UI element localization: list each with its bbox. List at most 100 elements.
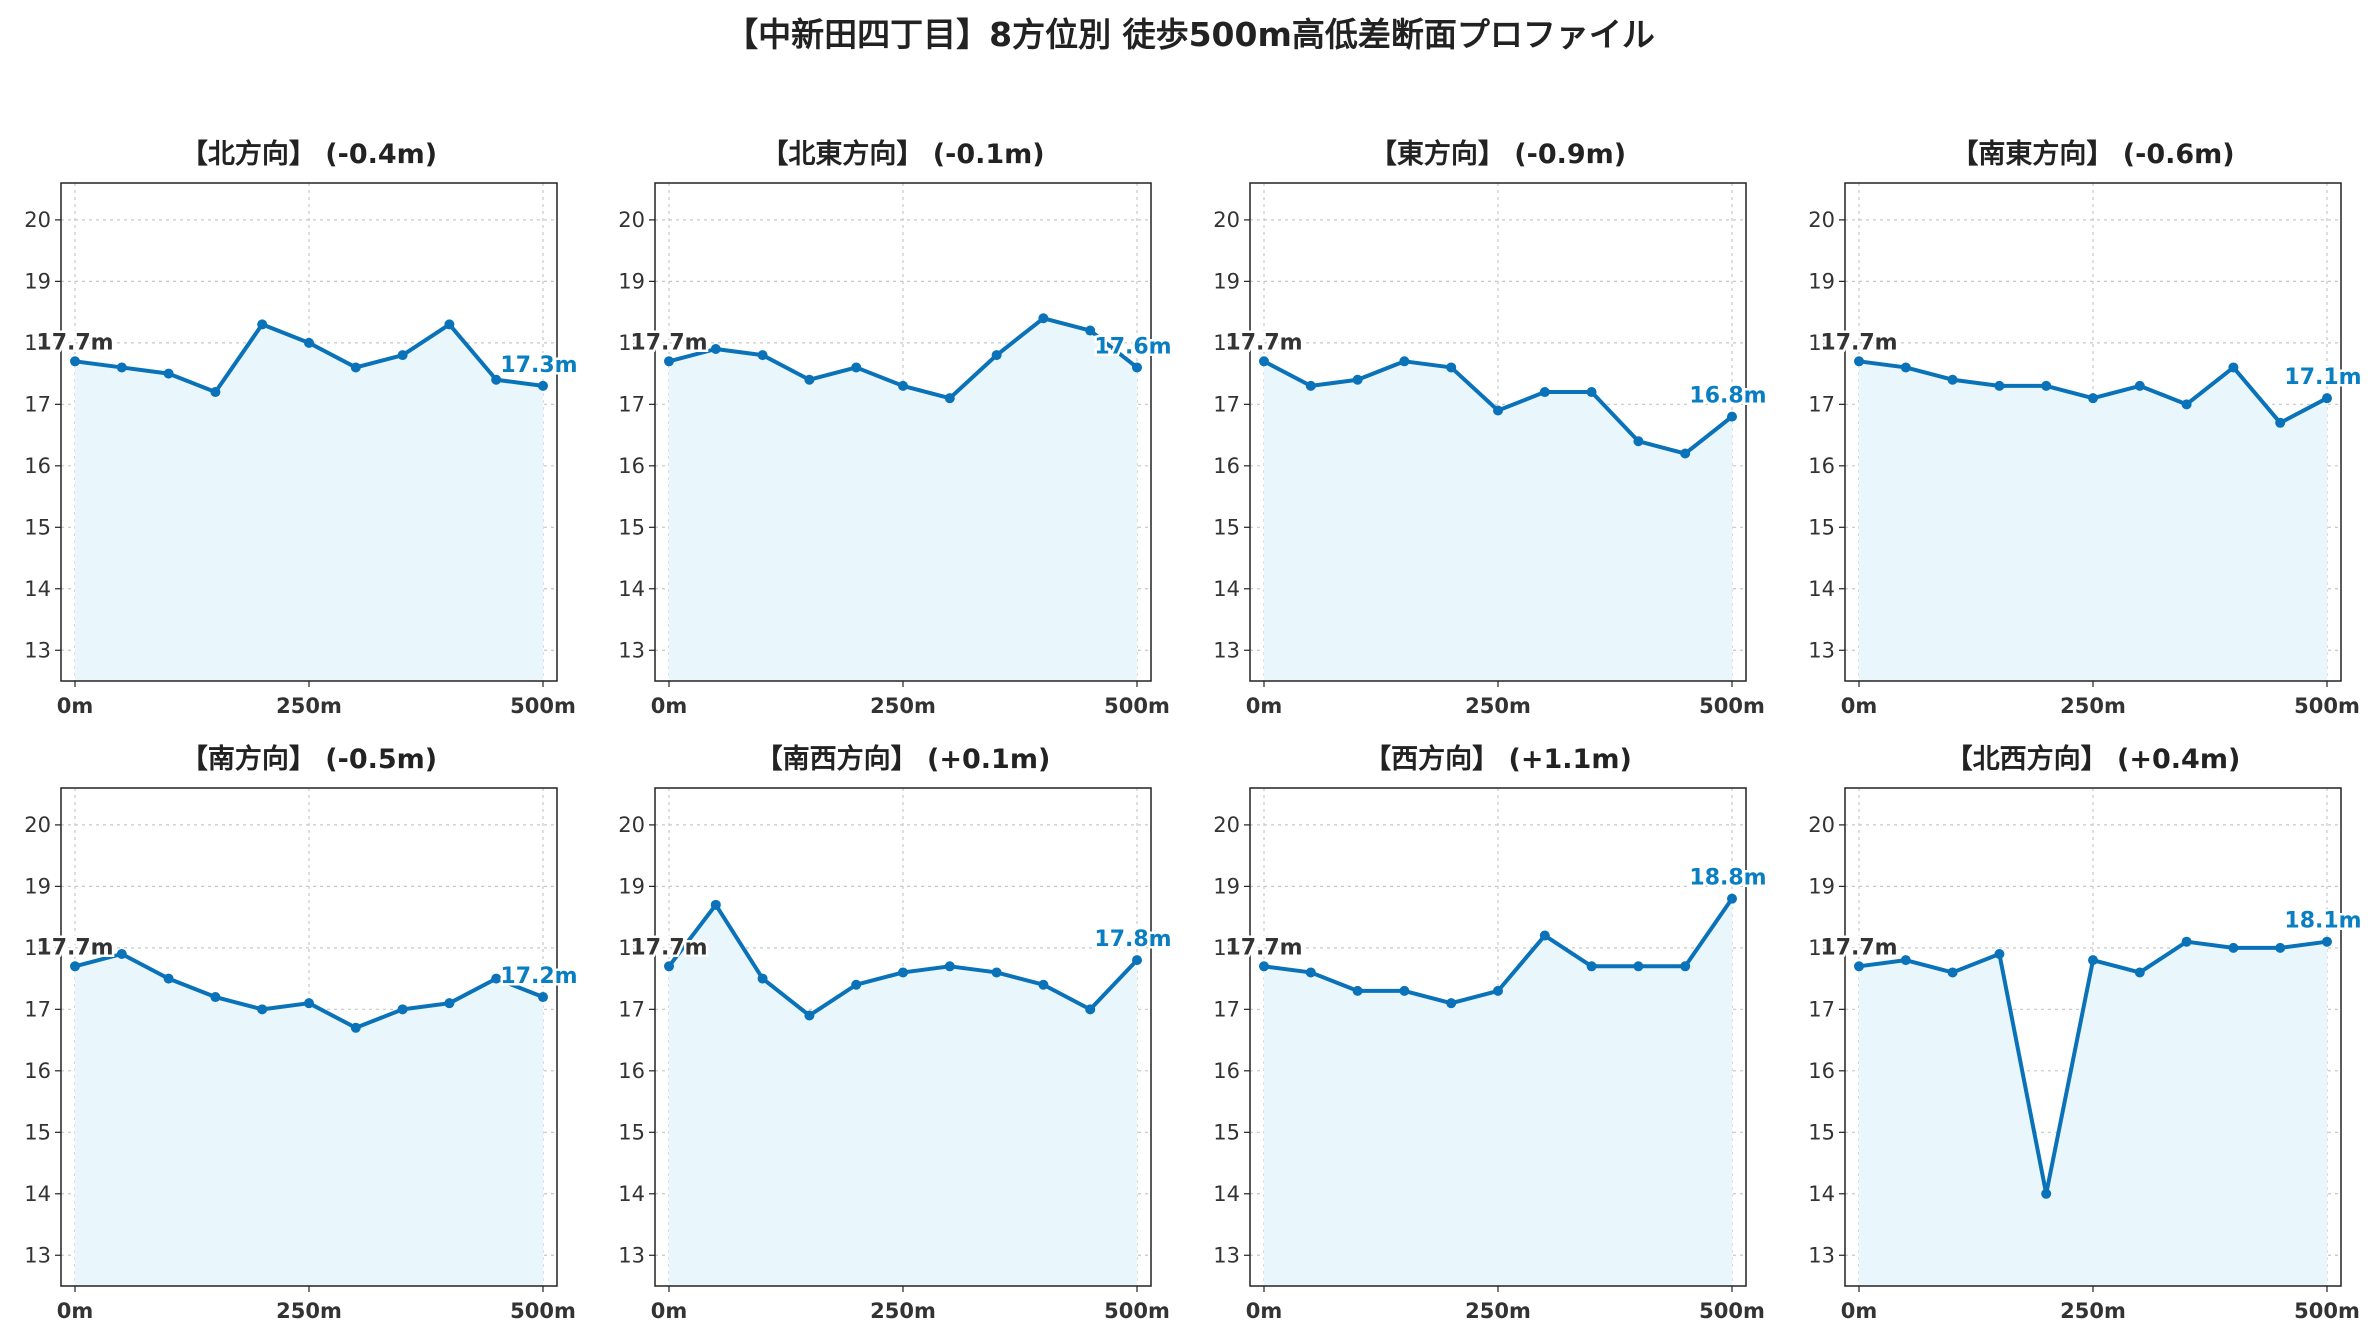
data-point (1352, 985, 1363, 996)
chart-panel-4: 【南東方向】 (-0.6m) 13 14 15 16 17 18 19 20 0m 250m 500m… (1808, 138, 2364, 718)
y-tick-label: 13 (1213, 1243, 1240, 1267)
data-point (898, 967, 908, 978)
data-point (1085, 325, 1096, 336)
data-point (1493, 405, 1503, 416)
x-tick-label: 250m (2060, 1299, 2126, 1323)
start-value-label: 17.7m (630, 935, 707, 960)
data-point (804, 374, 815, 385)
data-point (1947, 967, 1958, 978)
data-point (2228, 362, 2239, 373)
data-point (804, 1010, 815, 1021)
end-value-label: 18.8m (1689, 866, 1766, 891)
panel-title: 【南西方向】 (+0.1m) (756, 743, 1051, 775)
y-tick-label: 20 (24, 813, 51, 837)
data-point (2134, 380, 2145, 391)
y-tick-label: 17 (24, 392, 51, 416)
y-tick-label: 18 (1213, 331, 1240, 355)
data-point (1399, 356, 1410, 367)
x-tick-label: 0m (651, 1299, 688, 1323)
data-point (1727, 411, 1737, 422)
x-tick-label: 500m (1104, 694, 1170, 718)
data-point (1399, 985, 1410, 996)
y-tick-label: 19 (1213, 269, 1240, 293)
data-point (444, 319, 455, 330)
end-value-label: 18.1m (2284, 909, 2361, 934)
y-tick-label: 18 (618, 331, 645, 355)
y-tick-label: 13 (24, 638, 51, 662)
data-point (1680, 448, 1691, 459)
x-tick-label: 0m (57, 694, 94, 718)
data-point (257, 1004, 268, 1015)
data-point (2088, 393, 2098, 404)
area-fill (75, 324, 543, 681)
data-point (664, 356, 674, 367)
y-tick-label: 19 (1213, 874, 1240, 898)
y-tick-label: 17 (618, 997, 645, 1021)
data-point (710, 344, 721, 354)
y-tick-label: 13 (1808, 1243, 1835, 1267)
data-point (2275, 417, 2286, 428)
data-point (991, 967, 1002, 978)
data-point (1259, 356, 1269, 367)
y-tick-label: 15 (1808, 515, 1835, 539)
x-tick-label: 250m (870, 694, 936, 718)
y-tick-label: 17 (618, 392, 645, 416)
y-tick-label: 18 (24, 331, 51, 355)
x-tick-label: 250m (2060, 694, 2126, 718)
data-point (1305, 967, 1316, 978)
data-point (1854, 961, 1864, 972)
chart-panel-5: 【南方向】 (-0.5m) 13 14 15 16 17 18 19 20 0m 250m 500m 1… (24, 743, 580, 1323)
x-tick-label: 500m (510, 694, 576, 718)
y-tick-label: 16 (1808, 1059, 1835, 1083)
y-tick-label: 19 (618, 269, 645, 293)
data-point (1259, 961, 1269, 972)
start-value-label: 17.7m (1820, 935, 1897, 960)
start-value-label: 17.7m (36, 935, 113, 960)
data-point (2181, 936, 2192, 947)
y-tick-label: 14 (1808, 577, 1835, 601)
y-tick-label: 15 (1213, 1120, 1240, 1144)
y-tick-label: 17 (1808, 997, 1835, 1021)
data-point (1680, 961, 1691, 972)
y-tick-label: 14 (1808, 1182, 1835, 1206)
data-point (350, 1022, 361, 1033)
data-point (1633, 961, 1644, 972)
y-tick-label: 14 (1213, 1182, 1240, 1206)
data-point (1038, 979, 1049, 990)
y-tick-label: 15 (1213, 515, 1240, 539)
data-point (304, 998, 314, 1009)
y-tick-label: 19 (618, 874, 645, 898)
start-value-label: 17.7m (1225, 935, 1302, 960)
data-point (116, 362, 127, 373)
x-tick-label: 0m (651, 694, 688, 718)
y-tick-label: 16 (618, 1059, 645, 1083)
y-tick-label: 16 (1213, 454, 1240, 478)
x-tick-label: 500m (1699, 694, 1765, 718)
data-point (1085, 1004, 1096, 1015)
panel-title: 【北西方向】 (+0.4m) (1946, 743, 2241, 775)
end-value-label: 17.8m (1094, 927, 1171, 952)
y-tick-label: 18 (618, 936, 645, 960)
data-point (1539, 930, 1550, 941)
panel-title: 【西方向】 (+1.1m) (1364, 743, 1632, 775)
data-point (757, 350, 768, 361)
data-point (538, 380, 548, 391)
data-point (1633, 436, 1644, 447)
end-value-label: 17.2m (500, 964, 577, 989)
y-tick-label: 15 (24, 515, 51, 539)
data-point (210, 387, 221, 398)
y-tick-label: 19 (1808, 874, 1835, 898)
panel-title: 【北東方向】 (-0.1m) (761, 138, 1044, 170)
y-tick-label: 14 (24, 577, 51, 601)
data-point (1132, 955, 1142, 966)
data-point (1132, 362, 1142, 373)
y-tick-label: 16 (618, 454, 645, 478)
y-tick-label: 15 (618, 1120, 645, 1144)
y-tick-label: 17 (24, 997, 51, 1021)
y-tick-label: 20 (24, 208, 51, 232)
x-tick-label: 500m (1699, 1299, 1765, 1323)
area-fill (1859, 361, 2327, 681)
data-point (1446, 362, 1457, 373)
x-tick-label: 250m (870, 1299, 936, 1323)
data-point (163, 368, 174, 379)
